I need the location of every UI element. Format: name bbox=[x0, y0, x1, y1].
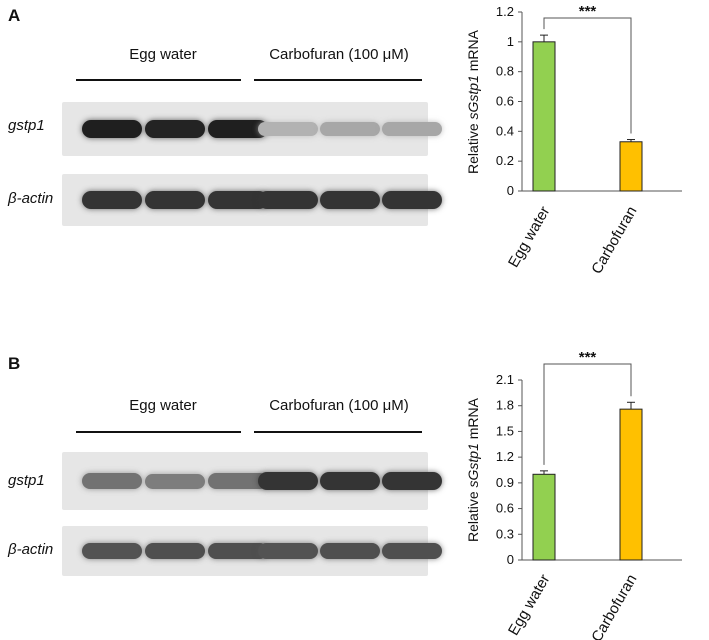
bar bbox=[619, 408, 643, 561]
gel-strip-beta-actin bbox=[62, 174, 442, 226]
panel-a: A Egg water Carbofuran (100 μM) gstp1 β-… bbox=[8, 3, 682, 277]
gel-band bbox=[208, 120, 268, 138]
group-underline-egg-water bbox=[76, 431, 241, 433]
y-tick-label: 0.8 bbox=[496, 64, 514, 79]
x-tick-label: Egg water bbox=[505, 572, 553, 639]
y-axis-label: Relative sGstp1 mRNA bbox=[465, 29, 481, 174]
group-underline-egg-water bbox=[76, 79, 241, 81]
gel-strip-gstp1 bbox=[62, 452, 442, 510]
y-tick-label: 1.8 bbox=[496, 398, 514, 413]
significance-label: *** bbox=[579, 3, 597, 20]
gel-band bbox=[382, 122, 442, 136]
gel-band bbox=[320, 191, 380, 209]
x-tick-label: Carbofuran bbox=[588, 204, 640, 277]
gel-band bbox=[82, 120, 142, 138]
gel-band bbox=[382, 542, 442, 560]
gel-band bbox=[82, 473, 142, 489]
significance-label: *** bbox=[579, 349, 597, 366]
y-axis-label: Relative sGstp1 mRNA bbox=[465, 397, 481, 542]
gel-band bbox=[145, 542, 205, 560]
bar bbox=[619, 141, 643, 192]
gel-band bbox=[82, 542, 142, 560]
gel-band bbox=[145, 120, 205, 138]
gel-band bbox=[82, 191, 142, 209]
gel-band bbox=[320, 122, 380, 136]
panel-b: B Egg water Carbofuran (100 μM) gstp1 β-… bbox=[0, 340, 709, 640]
group-label-egg-water: Egg water bbox=[129, 46, 197, 63]
gene-label-beta-actin: β-actin bbox=[8, 190, 54, 207]
y-tick-label: 0.2 bbox=[496, 153, 514, 168]
gene-label-gstp1: gstp1 bbox=[8, 472, 45, 489]
y-tick-label: 0.4 bbox=[496, 123, 514, 138]
y-tick-label: 0.6 bbox=[496, 94, 514, 109]
gel-band bbox=[382, 191, 442, 209]
gel-band bbox=[320, 472, 380, 490]
gel-band bbox=[258, 122, 318, 136]
gel-band bbox=[382, 472, 442, 490]
y-tick-label: 0.6 bbox=[496, 501, 514, 516]
panel-letter: B bbox=[8, 354, 21, 373]
y-tick-label: 0.9 bbox=[496, 475, 514, 490]
bar-chart-b: 0 0.3 0.6 0.9 1.2 1.5 1.8 2.1 Relative sGstp1 mR… bbox=[465, 349, 682, 640]
gel-band bbox=[208, 542, 268, 560]
gel-band bbox=[258, 472, 318, 490]
group-label-egg-water: Egg water bbox=[129, 397, 197, 414]
x-tick-label: Egg water bbox=[505, 204, 553, 271]
gene-label-gstp1: gstp1 bbox=[8, 117, 45, 134]
gel-strip-beta-actin bbox=[62, 526, 442, 576]
y-tick-label: 1.2 bbox=[496, 4, 514, 19]
gel-strip-gstp1 bbox=[62, 102, 442, 156]
gel-band bbox=[208, 191, 268, 209]
group-label-carbofuran: Carbofuran (100 μM) bbox=[269, 46, 409, 63]
gel-band bbox=[145, 191, 205, 209]
x-tick-label: Carbofuran bbox=[588, 572, 640, 640]
y-tick-label: 1.2 bbox=[496, 449, 514, 464]
y-tick-label: 0 bbox=[507, 552, 514, 567]
bar-chart-a: 0 0.2 0.4 0.6 0.8 1 1.2 Relative sGstp1 mRNA Egg… bbox=[465, 3, 682, 277]
y-tick-label: 2.1 bbox=[496, 372, 514, 387]
gel-band bbox=[208, 473, 268, 489]
group-underline-carbofuran bbox=[254, 79, 422, 81]
gel-band bbox=[320, 542, 380, 560]
gene-label-beta-actin: β-actin bbox=[8, 541, 54, 558]
y-tick-label: 1 bbox=[507, 34, 514, 49]
group-label-carbofuran: Carbofuran (100 μM) bbox=[269, 397, 409, 414]
gel-band bbox=[258, 191, 318, 209]
significance-bracket bbox=[543, 363, 632, 465]
group-underline-carbofuran bbox=[254, 431, 422, 433]
y-tick-label: 0 bbox=[507, 183, 514, 198]
panel-letter: A bbox=[8, 6, 21, 25]
bar bbox=[532, 473, 556, 561]
significance-bracket bbox=[543, 17, 632, 134]
gel-band bbox=[258, 542, 318, 560]
y-tick-label: 0.3 bbox=[496, 526, 514, 541]
gel-band bbox=[145, 473, 205, 489]
y-tick-label: 1.5 bbox=[496, 423, 514, 438]
bar bbox=[532, 41, 556, 192]
